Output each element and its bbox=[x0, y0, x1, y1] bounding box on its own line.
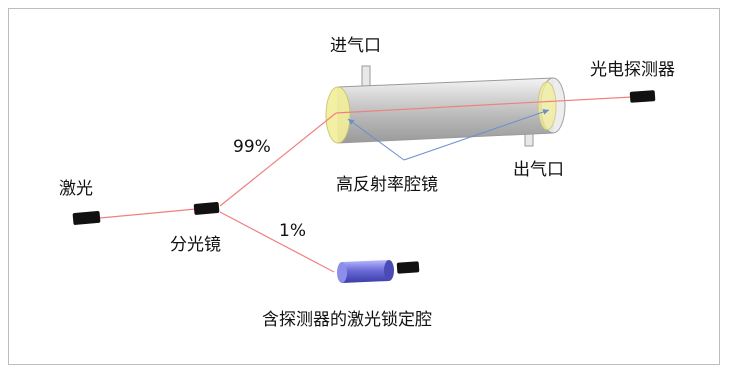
laser-label: 激光 bbox=[59, 179, 93, 199]
photodetector bbox=[629, 90, 656, 103]
beam-1-percent bbox=[219, 211, 335, 273]
ratio-low-label: 1% bbox=[279, 221, 306, 241]
beam-splitter-label: 分光镜 bbox=[170, 235, 221, 255]
mirror-pointer-arrows bbox=[347, 109, 550, 161]
locked-cavity-detector bbox=[396, 261, 420, 274]
ratio-high-label: 99% bbox=[233, 137, 271, 157]
laser-beams bbox=[99, 96, 633, 273]
beam-99-percent bbox=[219, 112, 337, 207]
measurement-cavity-tube bbox=[325, 77, 566, 144]
laser-source bbox=[72, 210, 101, 225]
mirrors-label: 高反射率腔镜 bbox=[336, 175, 438, 195]
inlet-label: 进气口 bbox=[330, 36, 381, 56]
outlet-label: 出气口 bbox=[513, 160, 564, 180]
beam-splitter bbox=[193, 202, 220, 215]
detector-label: 光电探测器 bbox=[590, 60, 675, 80]
beam-through-cavity bbox=[335, 96, 633, 114]
laser-locked-cavity bbox=[337, 260, 394, 283]
left-cavity-mirror bbox=[325, 86, 351, 144]
beam-laser-to-splitter bbox=[99, 208, 197, 219]
right-cavity-mirror bbox=[537, 81, 557, 131]
locked-cavity-label: 含探测器的激光锁定腔 bbox=[262, 310, 432, 330]
